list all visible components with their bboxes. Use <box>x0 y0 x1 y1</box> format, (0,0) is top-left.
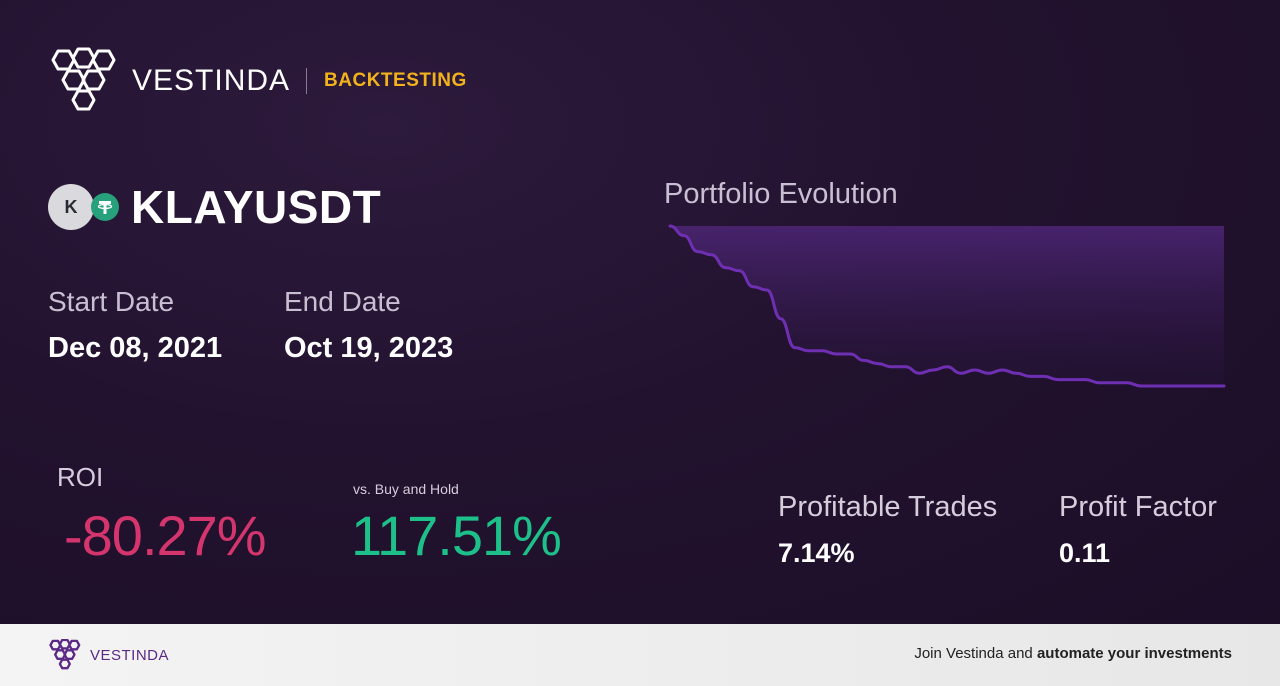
klay-coin-icon: K <box>48 184 94 230</box>
profitable-trades-label: Profitable Trades <box>778 491 998 523</box>
vs-buy-hold-label: vs. Buy and Hold <box>353 481 459 497</box>
footer-cta-bold: automate your investments <box>1036 645 1232 662</box>
start-date-value: Dec 08, 2021 <box>48 332 223 364</box>
brand-divider <box>306 68 308 94</box>
vestinda-logo-icon <box>51 47 116 111</box>
footer-brand[interactable]: VESTINDA <box>48 639 169 671</box>
pair-name: KLAYUSDT <box>131 181 382 233</box>
brand-name: VESTINDA <box>132 64 291 97</box>
end-date-value: Oct 19, 2023 <box>284 332 454 364</box>
profit-factor-value: 0.11 <box>1059 538 1111 568</box>
portfolio-line <box>668 224 1226 388</box>
footer-bar: VESTINDA Join Vestinda and automate your… <box>0 624 1280 686</box>
end-date-label: End Date <box>284 286 401 317</box>
roi-label: ROI <box>57 462 104 492</box>
roi-value: -80.27% <box>64 504 267 567</box>
trading-pair: K KLAYUSDT <box>48 180 381 234</box>
start-date-label: Start Date <box>48 286 175 317</box>
chart-title: Portfolio Evolution <box>664 178 898 210</box>
footer-cta-prefix: Join Vestinda and <box>914 645 1037 662</box>
profit-factor-label: Profit Factor <box>1059 491 1217 523</box>
vs-buy-hold-value: 117.51% <box>351 504 562 567</box>
brand-header: VESTINDA BACKTESTING <box>48 46 467 116</box>
portfolio-area <box>670 226 1224 386</box>
vestinda-logo-icon <box>49 639 81 670</box>
tether-icon <box>91 193 119 221</box>
backtest-card: VESTINDA BACKTESTING K KLAYUSDT Start Da… <box>0 0 1280 624</box>
footer-cta[interactable]: Join Vestinda and automate your investme… <box>914 645 1232 662</box>
brand-tag: BACKTESTING <box>324 70 467 91</box>
portfolio-chart <box>668 224 1226 388</box>
footer-brand-name: VESTINDA <box>90 646 170 664</box>
profitable-trades-value: 7.14% <box>778 538 855 568</box>
